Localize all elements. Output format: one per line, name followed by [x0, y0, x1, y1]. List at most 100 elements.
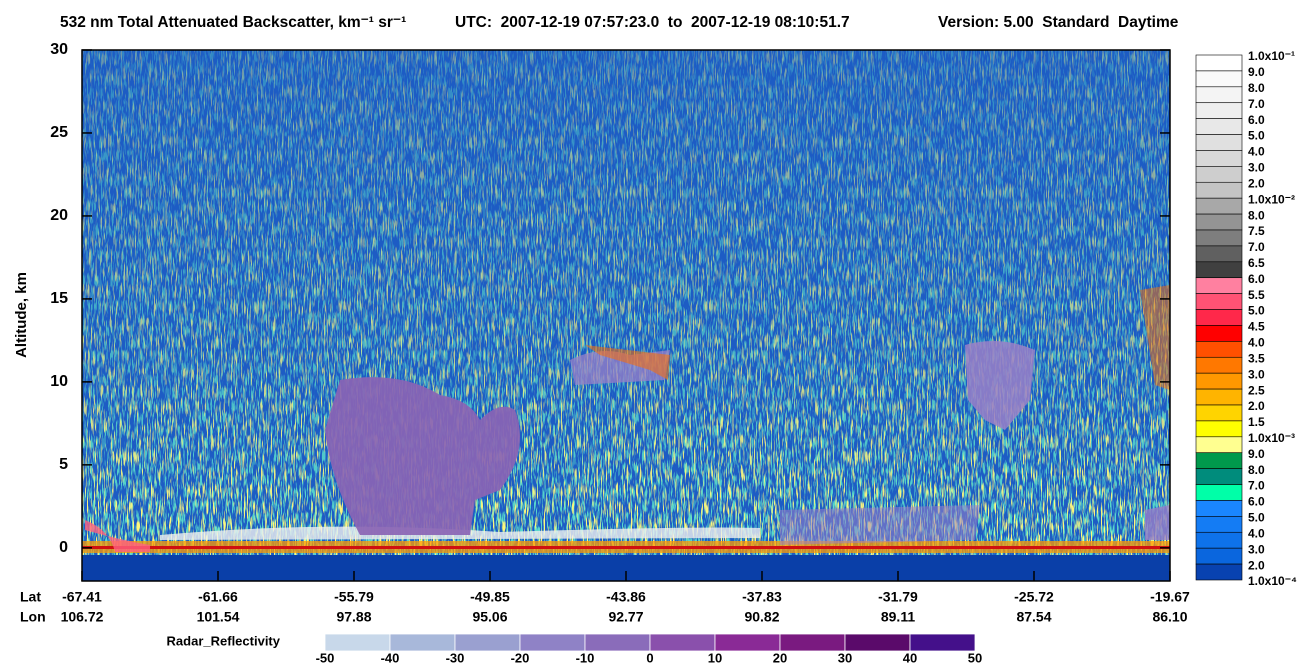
colorbar-label: 1.0x10⁻²	[1248, 192, 1295, 206]
chart-title: 532 nm Total Attenuated Backscatter, km⁻…	[60, 14, 406, 31]
colorbar-segment	[1195, 102, 1243, 119]
colorbar-segment	[1195, 563, 1243, 581]
colorbar-segment	[1195, 309, 1243, 326]
colorbar-segment	[1195, 388, 1243, 406]
colorbar-segment	[1195, 420, 1243, 438]
colorbar-label: 7.5	[1248, 224, 1265, 238]
colorbar-segment	[1195, 516, 1243, 533]
x-row-name: Lat	[20, 589, 41, 605]
colorbar-segment	[1195, 468, 1243, 485]
colorbar-label: 3.0	[1248, 367, 1265, 381]
backscatter-image	[82, 50, 1170, 581]
colorbar-segment	[1195, 229, 1243, 247]
colorbar-segment	[1195, 197, 1243, 215]
x-tick-label: -43.86	[606, 589, 646, 605]
colorbar-label: 8.0	[1248, 463, 1265, 477]
y-tick-label: 25	[50, 124, 68, 141]
radar-colorbar-segment	[324, 633, 391, 652]
x-tick-label: -37.83	[742, 589, 782, 605]
radar-colorbar-segment	[844, 633, 911, 652]
x-tick-label: -61.66	[198, 589, 238, 605]
x-tick-label: -31.79	[878, 589, 918, 605]
colorbar-segment	[1195, 86, 1243, 104]
x-tick-label: -55.79	[334, 589, 374, 605]
chart-subtitle: UTC: 2007-12-19 07:57:23.0 to 2007-12-19…	[455, 14, 850, 31]
x-tick-label: 101.54	[197, 609, 240, 625]
colorbar-segment	[1195, 54, 1243, 72]
y-tick-label: 5	[59, 456, 68, 473]
colorbar-label: 5.0	[1248, 511, 1265, 525]
colorbar-segment	[1195, 245, 1243, 263]
colorbar-label: 2.5	[1248, 383, 1265, 397]
colorbar-segment	[1195, 547, 1243, 565]
colorbar-segment	[1195, 325, 1243, 342]
y-tick-label: 15	[50, 290, 68, 307]
colorbar-segment	[1195, 341, 1243, 358]
colorbar-label: 4.0	[1248, 336, 1265, 350]
x-row-name: Lon	[20, 609, 46, 625]
colorbar-label: 9.0	[1248, 447, 1265, 461]
colorbar-segment	[1195, 166, 1243, 183]
colorbar-label: 1.5	[1248, 415, 1265, 429]
radar-tick-label: -50	[316, 650, 335, 665]
colorbar-segment	[1195, 500, 1243, 517]
version-label: Version: 5.00 Standard Daytime	[938, 14, 1179, 31]
radar-tick-label: 10	[708, 650, 722, 665]
colorbar-segment	[1195, 452, 1243, 469]
colorbar-label: 6.5	[1248, 256, 1265, 270]
colorbar-label: 6.0	[1248, 272, 1265, 286]
colorbar-label: 6.0	[1248, 495, 1265, 509]
x-tick-label: 89.11	[881, 609, 915, 625]
radar-tick-label: 20	[773, 650, 787, 665]
colorbar-label: 4.5	[1248, 320, 1265, 334]
radar-tick-label: -10	[576, 650, 595, 665]
colorbar-label: 4.0	[1248, 145, 1265, 159]
colorbar-segment	[1195, 277, 1243, 294]
radar-colorbar-segment	[454, 633, 521, 652]
colorbar-segment	[1195, 436, 1243, 454]
y-tick-label: 30	[50, 41, 68, 58]
colorbar-label: 6.0	[1248, 113, 1265, 127]
colorbar-segment	[1195, 531, 1243, 549]
colorbar-segment	[1195, 181, 1243, 199]
colorbar-label: 7.0	[1248, 97, 1265, 111]
x-tick-label: -49.85	[470, 589, 510, 605]
radar-tick-label: 30	[838, 650, 852, 665]
x-tick-label: -19.67	[1150, 589, 1190, 605]
y-tick-label: 10	[50, 373, 68, 390]
colorbar-label: 3.0	[1248, 542, 1265, 556]
radar-tick-label: 40	[903, 650, 917, 665]
colorbar-label: 8.0	[1248, 208, 1265, 222]
colorbar-segment	[1195, 134, 1243, 151]
colorbar-segment	[1195, 118, 1243, 135]
radar-tick-label: -40	[381, 650, 400, 665]
colorbar-segment	[1195, 356, 1243, 374]
colorbar-label: 7.0	[1248, 240, 1265, 254]
colorbar-segment	[1195, 293, 1243, 310]
colorbar-segment	[1195, 213, 1243, 231]
x-tick-label: 87.54	[1016, 609, 1051, 625]
colorbar-label: 2.0	[1248, 399, 1265, 413]
radar-tick-label: -30	[446, 650, 465, 665]
colorbar-label: 5.5	[1248, 288, 1265, 302]
radar-colorbar-segment	[649, 633, 716, 652]
y-axis-label: Altitude, km	[13, 272, 30, 358]
colorbar-segment	[1195, 261, 1243, 279]
colorbar-label: 1.0x10⁻³	[1248, 431, 1295, 445]
radar-colorbar-segment	[779, 633, 846, 652]
x-tick-label: 86.10	[1152, 609, 1187, 625]
x-tick-label: 97.88	[336, 609, 371, 625]
colorbar-label: 5.0	[1248, 129, 1265, 143]
x-tick-label: -25.72	[1014, 589, 1054, 605]
radar-tick-label: -20	[511, 650, 530, 665]
radar-tick-label: 0	[646, 650, 653, 665]
colorbar-label: 3.0	[1248, 161, 1265, 175]
colorbar-label: 7.0	[1248, 479, 1265, 493]
x-tick-label: 90.82	[744, 609, 779, 625]
colorbar-label: 4.0	[1248, 526, 1265, 540]
x-tick-label: 92.77	[608, 609, 643, 625]
colorbar-label: 3.5	[1248, 351, 1265, 365]
y-tick-label: 0	[59, 539, 68, 556]
colorbar-segment	[1195, 70, 1243, 88]
radar-colorbar-segment	[584, 633, 651, 652]
